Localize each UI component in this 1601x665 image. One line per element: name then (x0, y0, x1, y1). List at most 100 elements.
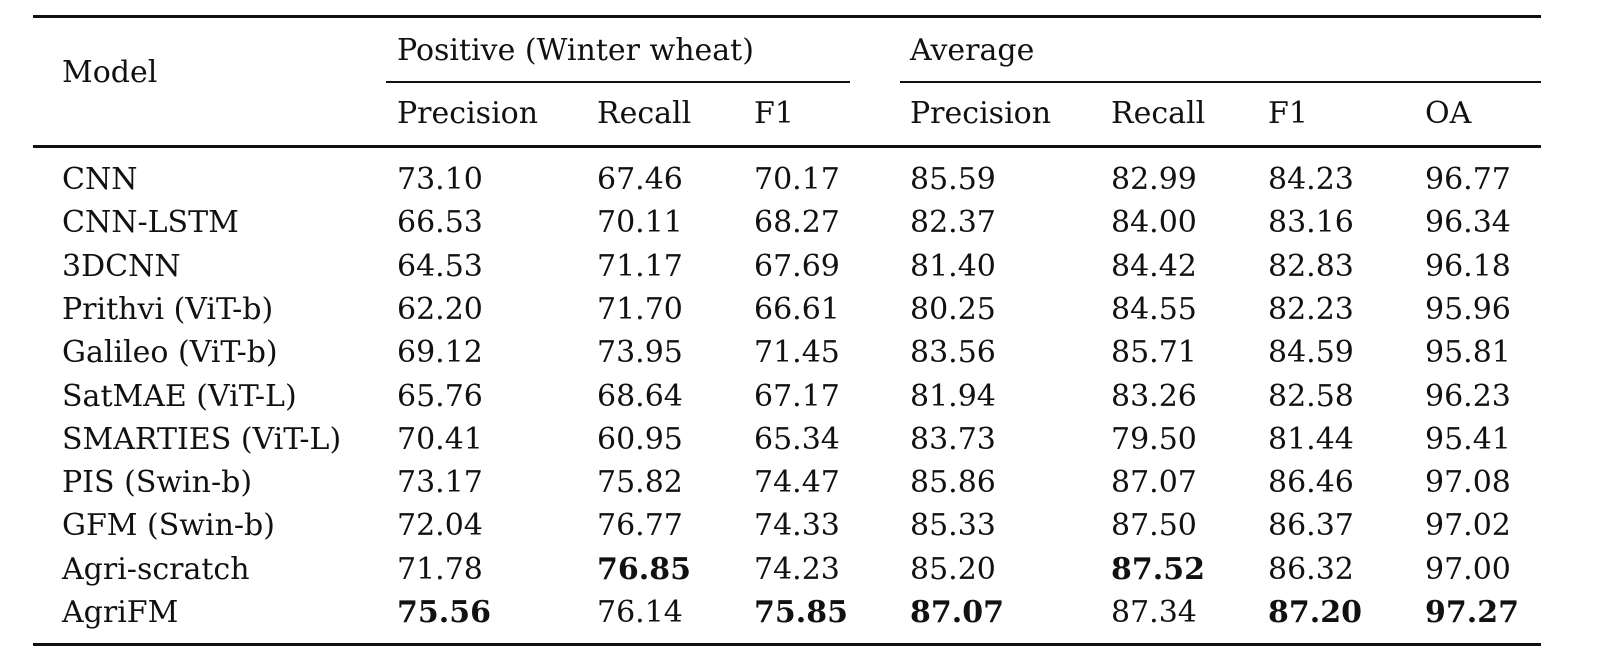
positive-precision-cell: 69.12 (397, 335, 483, 370)
column-header-positive-precision: Precision (397, 96, 539, 131)
average-precision-cell: 83.73 (910, 422, 996, 457)
average-precision-cell: 81.40 (910, 249, 996, 284)
column-header-average-recall: Recall (1111, 96, 1206, 131)
positive-f1-cell: 74.47 (754, 465, 840, 500)
header-rule (33, 145, 1541, 148)
model-name-cell: 3DCNN (62, 249, 181, 284)
positive-recall-cell: 71.17 (597, 249, 683, 284)
average-precision-cell: 80.25 (910, 292, 996, 327)
positive-precision-cell: 73.10 (397, 162, 483, 197)
positive-precision-cell: 72.04 (397, 508, 483, 543)
average-recall-cell: 87.52 (1111, 552, 1205, 587)
positive-precision-cell: 75.56 (397, 595, 491, 630)
model-name-cell: CNN-LSTM (62, 205, 239, 240)
average-recall-cell: 79.50 (1111, 422, 1197, 457)
positive-recall-cell: 71.70 (597, 292, 683, 327)
oa-cell: 97.00 (1425, 552, 1511, 587)
positive-recall-cell: 70.11 (597, 205, 683, 240)
positive-f1-cell: 74.23 (754, 552, 840, 587)
positive-f1-cell: 74.33 (754, 508, 840, 543)
average-precision-cell: 85.20 (910, 552, 996, 587)
average-recall-cell: 84.55 (1111, 292, 1197, 327)
positive-f1-cell: 66.61 (754, 292, 840, 327)
positive-precision-cell: 65.76 (397, 379, 483, 414)
positive-recall-cell: 76.14 (597, 595, 683, 630)
average-precision-cell: 85.86 (910, 465, 996, 500)
average-precision-cell: 85.59 (910, 162, 996, 197)
positive-precision-cell: 66.53 (397, 205, 483, 240)
model-name-cell: AgriFM (62, 595, 179, 630)
oa-cell: 95.81 (1425, 335, 1511, 370)
average-f1-cell: 82.83 (1268, 249, 1354, 284)
model-column-header: Model (62, 55, 158, 90)
model-name-cell: GFM (Swin-b) (62, 508, 275, 543)
column-header-average-precision: Precision (910, 96, 1052, 131)
oa-cell: 97.02 (1425, 508, 1511, 543)
oa-cell: 97.08 (1425, 465, 1511, 500)
positive-recall-cell: 73.95 (597, 335, 683, 370)
model-name-cell: SatMAE (ViT-L) (62, 379, 297, 414)
average-recall-cell: 82.99 (1111, 162, 1197, 197)
average-recall-cell: 83.26 (1111, 379, 1197, 414)
model-name-cell: Prithvi (ViT-b) (62, 292, 274, 327)
average-f1-cell: 83.16 (1268, 205, 1354, 240)
column-header-positive-f1: F1 (754, 96, 794, 131)
positive-f1-cell: 67.17 (754, 379, 840, 414)
oa-cell: 95.96 (1425, 292, 1511, 327)
average-precision-cell: 81.94 (910, 379, 996, 414)
average-precision-cell: 83.56 (910, 335, 996, 370)
average-f1-cell: 86.46 (1268, 465, 1354, 500)
positive-precision-cell: 73.17 (397, 465, 483, 500)
bottom-rule (33, 643, 1541, 646)
average-precision-cell: 85.33 (910, 508, 996, 543)
positive-group-underline (386, 81, 850, 83)
average-precision-cell: 82.37 (910, 205, 996, 240)
average-f1-cell: 81.44 (1268, 422, 1354, 457)
positive-recall-cell: 60.95 (597, 422, 683, 457)
positive-f1-cell: 75.85 (754, 595, 848, 630)
average-f1-cell: 87.20 (1268, 595, 1362, 630)
positive-f1-cell: 68.27 (754, 205, 840, 240)
oa-cell: 96.34 (1425, 205, 1511, 240)
average-f1-cell: 82.58 (1268, 379, 1354, 414)
positive-precision-cell: 62.20 (397, 292, 483, 327)
top-rule (33, 15, 1541, 18)
positive-precision-cell: 71.78 (397, 552, 483, 587)
positive-f1-cell: 71.45 (754, 335, 840, 370)
average-f1-cell: 82.23 (1268, 292, 1354, 327)
average-f1-cell: 84.59 (1268, 335, 1354, 370)
average-f1-cell: 86.32 (1268, 552, 1354, 587)
positive-precision-cell: 70.41 (397, 422, 483, 457)
positive-f1-cell: 65.34 (754, 422, 840, 457)
average-recall-cell: 85.71 (1111, 335, 1197, 370)
model-name-cell: Galileo (ViT-b) (62, 335, 278, 370)
positive-f1-cell: 67.69 (754, 249, 840, 284)
average-recall-cell: 84.42 (1111, 249, 1197, 284)
oa-cell: 96.18 (1425, 249, 1511, 284)
column-header-average-f1: F1 (1268, 96, 1308, 131)
positive-recall-cell: 75.82 (597, 465, 683, 500)
average-group-header: Average (910, 33, 1035, 68)
positive-recall-cell: 76.77 (597, 508, 683, 543)
positive-group-header: Positive (Winter wheat) (397, 33, 754, 68)
positive-f1-cell: 70.17 (754, 162, 840, 197)
average-precision-cell: 87.07 (910, 595, 1004, 630)
positive-precision-cell: 64.53 (397, 249, 483, 284)
average-f1-cell: 86.37 (1268, 508, 1354, 543)
positive-recall-cell: 67.46 (597, 162, 683, 197)
column-header-oa: OA (1425, 96, 1472, 131)
model-name-cell: CNN (62, 162, 138, 197)
model-name-cell: SMARTIES (ViT-L) (62, 422, 342, 457)
average-recall-cell: 87.07 (1111, 465, 1197, 500)
model-name-cell: Agri-scratch (62, 552, 250, 587)
oa-cell: 95.41 (1425, 422, 1511, 457)
model-name-cell: PIS (Swin-b) (62, 465, 253, 500)
average-group-underline (900, 81, 1541, 83)
oa-cell: 96.23 (1425, 379, 1511, 414)
column-header-positive-recall: Recall (597, 96, 692, 131)
average-f1-cell: 84.23 (1268, 162, 1354, 197)
positive-recall-cell: 76.85 (597, 552, 691, 587)
oa-cell: 97.27 (1425, 595, 1519, 630)
positive-recall-cell: 68.64 (597, 379, 683, 414)
average-recall-cell: 87.50 (1111, 508, 1197, 543)
